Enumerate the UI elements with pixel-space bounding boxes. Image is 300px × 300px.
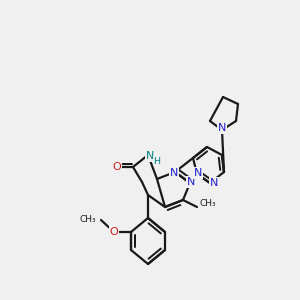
Text: N: N [146,151,154,161]
Text: O: O [110,227,118,237]
Text: N: N [218,123,226,133]
Text: N: N [210,178,218,188]
Text: H: H [154,157,160,166]
Text: O: O [112,162,122,172]
Text: N: N [194,168,202,178]
Text: CH₃: CH₃ [200,199,217,208]
Text: N: N [187,177,195,187]
Text: CH₃: CH₃ [80,215,96,224]
Text: N: N [170,168,178,178]
